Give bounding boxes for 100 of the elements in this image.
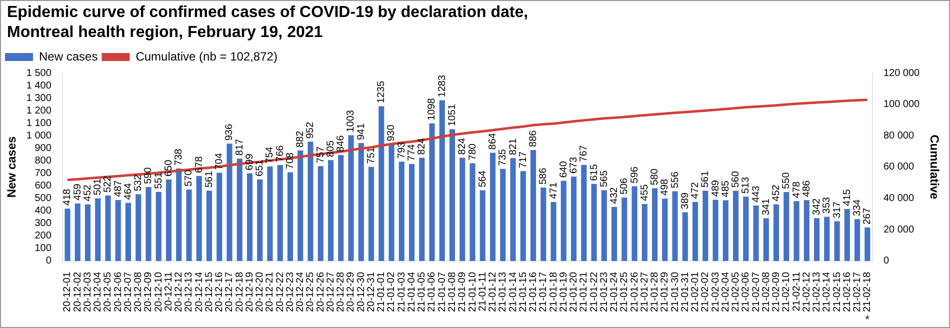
data-label: 936 xyxy=(224,124,236,141)
x-tick-label: 20-12-17 xyxy=(224,272,236,312)
x-tick-label: 20-12-26 xyxy=(315,272,326,312)
data-label: 389 xyxy=(680,192,691,210)
bar xyxy=(84,204,91,261)
x-tick-label: 21-02-14 xyxy=(822,272,833,312)
y-tick-label: 700 xyxy=(34,168,52,179)
y-tick-label: 400 xyxy=(34,206,52,217)
x-tick-label: 20-12-10 xyxy=(153,272,164,312)
bar xyxy=(844,208,850,261)
x-tick-label: 21-02-08 xyxy=(760,272,772,312)
data-label: 738 xyxy=(174,148,185,166)
x-tick-label: 20-12-06 xyxy=(112,272,124,312)
bar xyxy=(591,184,597,261)
data-label: 590 xyxy=(143,166,154,184)
bar xyxy=(530,150,536,261)
data-label: 780 xyxy=(467,143,478,160)
data-label: 1283 xyxy=(436,74,448,98)
bar xyxy=(236,158,242,261)
bar xyxy=(216,172,222,261)
bar xyxy=(743,196,749,261)
x-tick-label: 20-12-12 xyxy=(174,272,185,312)
x-tick-label: 21-02-10 xyxy=(781,272,792,312)
bar xyxy=(429,123,435,261)
x-tick-label: 20-12-24 xyxy=(295,272,306,312)
data-label: 717 xyxy=(518,151,529,168)
data-label: 565 xyxy=(598,170,610,188)
bar xyxy=(419,158,425,261)
chart-title: Epidemic curve of confirmed cases of COVID-19 by declaration date, Montreal health region, February 19, 2021 xyxy=(7,3,528,43)
bar xyxy=(64,208,70,261)
bar xyxy=(480,190,486,261)
bar xyxy=(510,158,516,261)
y-tick-label: 600 xyxy=(34,180,52,192)
data-label: 708 xyxy=(284,152,296,170)
bar xyxy=(95,198,101,261)
x-tick-label: 21-01-16 xyxy=(528,272,540,312)
data-label: 882 xyxy=(295,130,306,148)
bar xyxy=(388,144,394,261)
data-label: 522 xyxy=(102,175,114,193)
bar xyxy=(206,190,212,261)
x-tick-label: 21-02-05 xyxy=(730,272,742,312)
x-tick-label: 21-01-23 xyxy=(598,272,610,312)
x-tick-label: 21-01-10 xyxy=(467,272,478,312)
bar xyxy=(257,179,263,261)
data-label: 1051 xyxy=(447,104,458,126)
bar xyxy=(814,218,820,261)
x-tick-label: 20-12-02 xyxy=(72,272,84,312)
bar xyxy=(784,192,790,261)
x-tick-label: 20-12-16 xyxy=(214,272,226,312)
data-label: 1003 xyxy=(346,110,357,132)
text: * xyxy=(865,312,870,326)
bar xyxy=(378,106,384,261)
data-label: 342 xyxy=(812,198,823,216)
x-tick-label: 21-01-01 xyxy=(376,272,388,312)
x-tick-label: 21-02-01 xyxy=(690,272,702,312)
data-label: 793 xyxy=(396,141,408,159)
bar xyxy=(308,142,314,261)
data-label: 341 xyxy=(760,198,772,216)
x-tick-label: 21-02-11 xyxy=(791,272,802,312)
data-label: 353 xyxy=(822,196,833,214)
bar xyxy=(105,196,111,261)
x-tick-label: 21-01-25 xyxy=(619,272,630,312)
data-label: 735 xyxy=(498,148,509,166)
bar xyxy=(500,168,506,261)
data-label: 317 xyxy=(832,201,843,218)
bar xyxy=(732,190,739,261)
bar xyxy=(834,221,840,261)
data-label: 640 xyxy=(558,160,570,178)
y2-tick-label: 80 000 xyxy=(883,130,914,142)
data-label: 443 xyxy=(750,185,762,202)
y-tick-label: 1 000 xyxy=(26,130,52,142)
x-tick-label: 20-12-21 xyxy=(264,272,276,312)
data-label: 478 xyxy=(791,180,802,198)
bar xyxy=(449,129,456,261)
y2-tick-label: 40 000 xyxy=(883,193,914,204)
bar xyxy=(632,186,638,261)
x-tick-label: 21-02-13 xyxy=(812,272,823,312)
x-tick-label: 20-12-14 xyxy=(194,272,205,312)
bar xyxy=(408,164,415,261)
bar xyxy=(74,203,80,261)
x-tick-label: 20-12-22 xyxy=(274,272,286,312)
bar xyxy=(398,162,404,261)
bar xyxy=(682,212,688,261)
x-tick-label: 21-01-05 xyxy=(416,272,428,312)
data-label: 489 xyxy=(710,180,722,197)
data-label: 754 xyxy=(264,146,276,164)
bar xyxy=(358,143,364,261)
x-tick-label: 21-01-02 xyxy=(386,272,398,312)
y2-tick-label: 60 000 xyxy=(883,162,914,173)
bar xyxy=(298,150,304,261)
bar xyxy=(652,188,658,261)
x-tick-label: 20-12-23 xyxy=(284,272,296,312)
x-tick-label: 21-02-12 xyxy=(801,272,812,312)
bar xyxy=(753,205,759,261)
x-tick-label: 21-01-22 xyxy=(588,272,600,312)
data-label: 767 xyxy=(578,144,590,162)
bar xyxy=(439,100,445,261)
data-label: 580 xyxy=(650,168,661,186)
data-label: 560 xyxy=(730,170,742,188)
data-label: 805 xyxy=(325,140,336,158)
